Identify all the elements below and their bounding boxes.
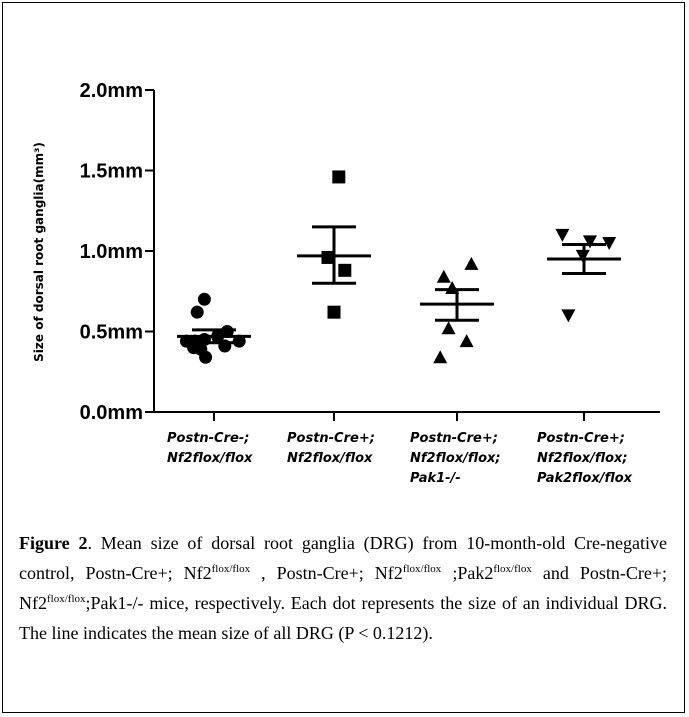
y-tick-label: 1.0mm xyxy=(80,241,143,263)
caption-sup-2: flox/flox xyxy=(402,563,442,575)
data-point-triangle-up xyxy=(436,269,451,283)
data-point-circle xyxy=(197,292,211,306)
x-category-label: Postn-Cre+; xyxy=(537,431,625,446)
caption-sup-3: flox/flox xyxy=(493,563,532,575)
data-point-square xyxy=(321,250,335,264)
data-point-triangle-down xyxy=(555,228,570,242)
data-point-triangle-down xyxy=(602,236,617,250)
caption-figure-label: Figure 2 xyxy=(19,533,88,553)
data-point-square xyxy=(327,305,341,319)
x-category-label: Postn-Cre+; xyxy=(287,431,375,446)
y-axis-label: Size of dorsal root ganglia(mm³) xyxy=(32,142,46,362)
x-category-label: Nf2flox/flox xyxy=(167,451,253,466)
data-point-triangle-up xyxy=(433,350,448,364)
data-marks xyxy=(177,170,621,364)
caption-sup-4: flox/flox xyxy=(47,593,86,605)
data-point-circle xyxy=(190,305,204,319)
data-point-triangle-up xyxy=(464,256,479,270)
axis-ticks: 0.0mm 0.5mm 1.0mm 1.5mm 2.0mm xyxy=(80,80,585,424)
data-point-triangle-down xyxy=(583,235,597,249)
y-tick-label: 1.5mm xyxy=(80,161,143,183)
data-point-circle xyxy=(220,325,234,338)
data-point-triangle-up xyxy=(441,321,456,335)
caption-text-5: ;Pak1-/- mice, respectively. Each dot re… xyxy=(19,593,667,643)
scatter-chart: Size of dorsal root ganglia(mm³) 0.0mm0.… xyxy=(32,80,660,486)
figure-caption: Figure 2. Mean size of dorsal root gangl… xyxy=(19,528,667,648)
y-tick-label: 0.5mm xyxy=(80,322,143,344)
caption-text-2: , Postn-Cre+; Nf2 xyxy=(250,563,403,583)
caption-text-3: ;Pak2 xyxy=(441,563,494,583)
data-point-square xyxy=(332,170,346,184)
data-point-square xyxy=(338,263,352,277)
data-point-circle xyxy=(232,334,246,348)
x-category-label: Pak2flox/flox xyxy=(537,471,633,486)
data-point-triangle-up xyxy=(459,334,474,348)
x-category-label: Pak1-/- xyxy=(410,471,461,486)
x-category-label: Nf2flox/flox xyxy=(287,451,373,466)
x-category-label: Postn-Cre+; xyxy=(410,431,498,446)
caption-text-4: and Postn-Cre+; Nf2 xyxy=(19,563,667,613)
y-tick-label: 0.0mm xyxy=(80,402,143,424)
x-category-label: Nf2flox/flox; xyxy=(410,451,501,466)
y-tick-label: 2.0mm xyxy=(80,80,143,102)
caption-text-1: . Mean size of dorsal root ganglia (DRG)… xyxy=(19,533,667,583)
y-axis-label-group: Size of dorsal root ganglia(mm³) xyxy=(32,142,46,362)
data-point-circle xyxy=(199,350,213,364)
caption-sup-1: flox/flox xyxy=(211,563,251,575)
x-category-label: Postn-Cre-; xyxy=(167,431,249,446)
data-point-triangle-down xyxy=(561,309,576,323)
category-labels: Postn-Cre-; Nf2flox/flox Postn-Cre+; Nf2flo… xyxy=(167,431,633,486)
x-category-label: Nf2flox/flox; xyxy=(537,451,628,466)
